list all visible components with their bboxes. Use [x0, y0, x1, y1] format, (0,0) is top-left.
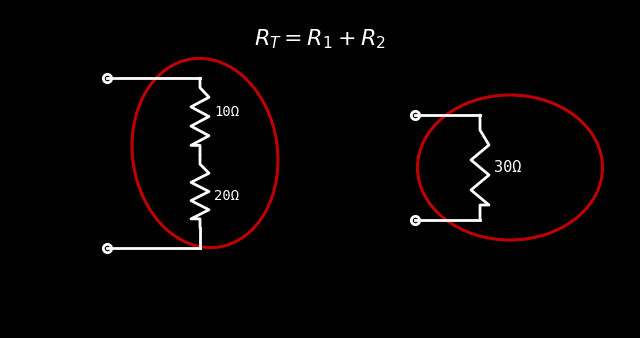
Text: 30Ω: 30Ω	[494, 160, 522, 175]
Text: 20Ω: 20Ω	[214, 190, 239, 203]
Text: 10Ω: 10Ω	[214, 104, 239, 119]
Text: $R_T = R_1 + R_2$: $R_T = R_1 + R_2$	[254, 27, 386, 51]
